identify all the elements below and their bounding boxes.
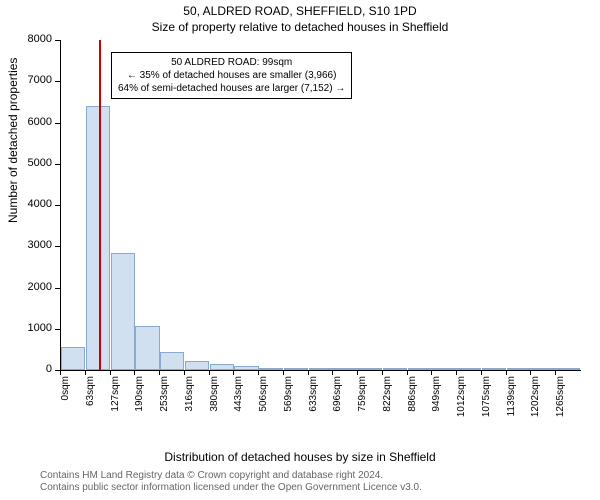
x-tick-mark bbox=[506, 370, 507, 375]
chart-title-address: 50, ALDRED ROAD, SHEFFIELD, S10 1PD bbox=[0, 4, 600, 18]
y-tick-mark bbox=[55, 164, 60, 165]
callout-line1: 50 ALDRED ROAD: 99sqm bbox=[118, 56, 345, 69]
plot-area: 50 ALDRED ROAD: 99sqm ← 35% of detached … bbox=[60, 40, 581, 371]
y-tick-label: 2000 bbox=[0, 281, 52, 293]
histogram-bar bbox=[259, 368, 283, 370]
x-tick-mark bbox=[283, 370, 284, 375]
y-tick-mark bbox=[55, 81, 60, 82]
callout-box: 50 ALDRED ROAD: 99sqm ← 35% of detached … bbox=[111, 52, 352, 99]
y-tick-mark bbox=[55, 205, 60, 206]
histogram-bar bbox=[507, 368, 531, 370]
histogram-bar bbox=[358, 368, 382, 370]
attribution-text: Contains HM Land Registry data © Crown c… bbox=[40, 470, 422, 494]
x-tick-mark bbox=[184, 370, 185, 375]
x-tick-mark bbox=[555, 370, 556, 375]
x-tick-label: 0sqm bbox=[60, 376, 71, 426]
histogram-bar bbox=[309, 368, 333, 370]
y-tick-label: 0 bbox=[0, 363, 52, 375]
x-tick-mark bbox=[134, 370, 135, 375]
x-tick-label: 443sqm bbox=[233, 376, 244, 426]
y-tick-label: 1000 bbox=[0, 322, 52, 334]
x-tick-label: 1265sqm bbox=[555, 376, 566, 426]
histogram-bar bbox=[457, 368, 481, 370]
chart-container: 50, ALDRED ROAD, SHEFFIELD, S10 1PD Size… bbox=[0, 0, 600, 500]
x-tick-mark bbox=[233, 370, 234, 375]
x-tick-label: 1139sqm bbox=[506, 376, 517, 426]
histogram-bar bbox=[61, 347, 85, 370]
x-tick-label: 253sqm bbox=[159, 376, 170, 426]
x-tick-mark bbox=[431, 370, 432, 375]
histogram-bar bbox=[556, 368, 580, 370]
x-tick-label: 759sqm bbox=[357, 376, 368, 426]
x-tick-label: 949sqm bbox=[431, 376, 442, 426]
x-tick-label: 316sqm bbox=[184, 376, 195, 426]
y-tick-mark bbox=[55, 246, 60, 247]
histogram-bar bbox=[185, 361, 209, 370]
y-tick-label: 6000 bbox=[0, 116, 52, 128]
x-tick-mark bbox=[60, 370, 61, 375]
histogram-bar bbox=[482, 368, 506, 370]
histogram-bar bbox=[284, 368, 308, 370]
histogram-bar bbox=[111, 253, 135, 370]
x-tick-mark bbox=[481, 370, 482, 375]
x-tick-label: 190sqm bbox=[134, 376, 145, 426]
attribution-line1: Contains HM Land Registry data © Crown c… bbox=[40, 470, 422, 482]
x-tick-label: 1012sqm bbox=[456, 376, 467, 426]
x-tick-mark bbox=[209, 370, 210, 375]
x-tick-mark bbox=[258, 370, 259, 375]
x-tick-label: 886sqm bbox=[407, 376, 418, 426]
y-tick-label: 4000 bbox=[0, 198, 52, 210]
x-tick-mark bbox=[382, 370, 383, 375]
x-tick-mark bbox=[85, 370, 86, 375]
x-tick-mark bbox=[308, 370, 309, 375]
histogram-bar bbox=[210, 364, 234, 370]
attribution-line2: Contains public sector information licen… bbox=[40, 482, 422, 494]
callout-line3: 64% of semi-detached houses are larger (… bbox=[118, 82, 345, 95]
histogram-bar bbox=[333, 368, 357, 370]
histogram-bar bbox=[531, 368, 555, 370]
y-tick-mark bbox=[55, 329, 60, 330]
x-tick-mark bbox=[407, 370, 408, 375]
x-tick-label: 569sqm bbox=[283, 376, 294, 426]
histogram-bar bbox=[135, 326, 159, 370]
x-tick-label: 63sqm bbox=[85, 376, 96, 426]
chart-title-desc: Size of property relative to detached ho… bbox=[0, 20, 600, 34]
y-tick-mark bbox=[55, 123, 60, 124]
histogram-bar bbox=[160, 352, 184, 370]
property-marker-line bbox=[99, 40, 101, 370]
histogram-bar bbox=[408, 368, 432, 370]
x-axis-label: Distribution of detached houses by size … bbox=[0, 450, 600, 464]
x-tick-label: 127sqm bbox=[110, 376, 121, 426]
x-tick-mark bbox=[456, 370, 457, 375]
y-tick-mark bbox=[55, 40, 60, 41]
y-tick-mark bbox=[55, 288, 60, 289]
x-tick-label: 696sqm bbox=[332, 376, 343, 426]
y-tick-label: 5000 bbox=[0, 157, 52, 169]
histogram-bar bbox=[234, 366, 258, 370]
x-tick-mark bbox=[110, 370, 111, 375]
x-tick-mark bbox=[357, 370, 358, 375]
x-tick-label: 506sqm bbox=[258, 376, 269, 426]
x-tick-label: 822sqm bbox=[382, 376, 393, 426]
x-tick-label: 380sqm bbox=[209, 376, 220, 426]
x-tick-label: 633sqm bbox=[308, 376, 319, 426]
histogram-bar bbox=[432, 368, 456, 370]
y-tick-label: 3000 bbox=[0, 239, 52, 251]
x-tick-label: 1075sqm bbox=[481, 376, 492, 426]
callout-line2: ← 35% of detached houses are smaller (3,… bbox=[118, 69, 345, 82]
y-tick-label: 8000 bbox=[0, 33, 52, 45]
x-tick-mark bbox=[332, 370, 333, 375]
x-tick-mark bbox=[159, 370, 160, 375]
x-tick-mark bbox=[530, 370, 531, 375]
x-tick-label: 1202sqm bbox=[530, 376, 541, 426]
histogram-bar bbox=[383, 368, 407, 370]
y-tick-label: 7000 bbox=[0, 74, 52, 86]
